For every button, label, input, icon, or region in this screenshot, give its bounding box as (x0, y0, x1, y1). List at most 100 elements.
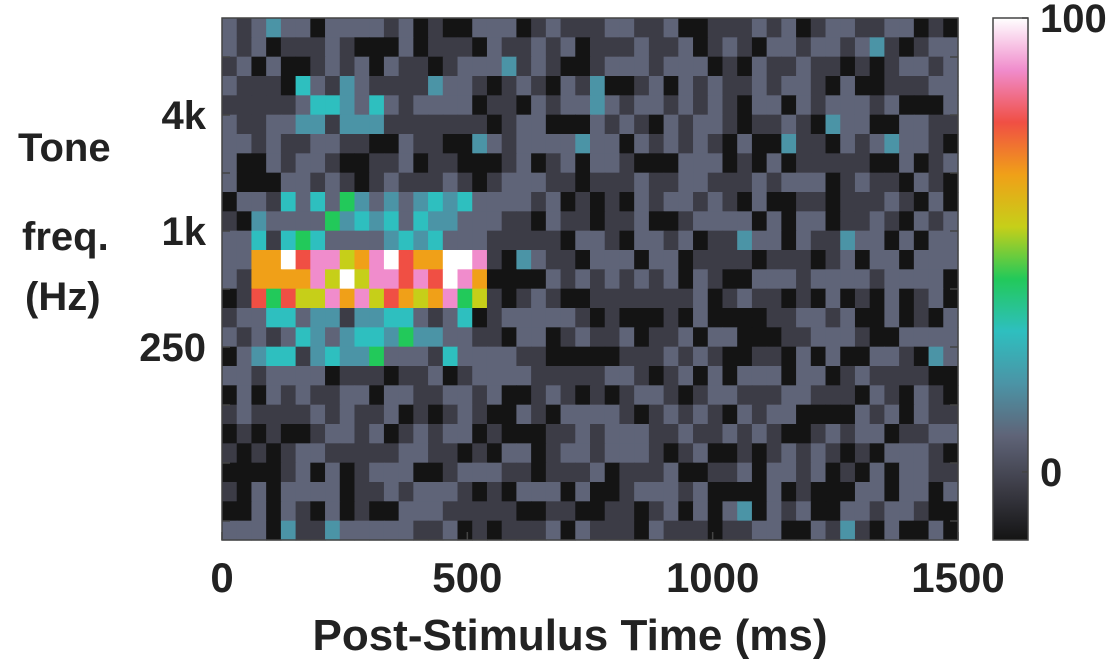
heatmap-cell (501, 76, 517, 96)
heatmap-cell (913, 385, 930, 406)
heatmap-cell (486, 366, 503, 386)
heatmap-cell (781, 172, 797, 193)
heatmap-cell (545, 211, 562, 232)
heatmap-cell (810, 172, 827, 193)
heatmap-cell (428, 366, 444, 386)
heatmap-cell (369, 404, 385, 425)
heatmap-cell (899, 288, 915, 309)
heatmap-cell (796, 153, 812, 174)
heatmap-cell (825, 288, 841, 309)
heatmap-cell (751, 192, 768, 212)
heatmap-cell (648, 462, 665, 483)
heatmap-cell (428, 114, 444, 135)
heatmap-cell (928, 269, 944, 290)
heatmap-cell (560, 404, 576, 425)
heatmap-cell (810, 327, 827, 348)
heatmap-cell (339, 76, 356, 96)
heatmap-cell (840, 288, 856, 309)
heatmap-cell (280, 327, 297, 348)
heatmap-cell (413, 385, 429, 406)
y-tick-label: 1k (162, 210, 207, 254)
heatmap-cell (501, 153, 517, 174)
heatmap-cell (266, 95, 282, 116)
heatmap-cell (796, 134, 812, 154)
heatmap-cell (413, 37, 429, 58)
heatmap-cell (354, 366, 370, 386)
heatmap-cell (222, 366, 238, 386)
heatmap-cell (707, 501, 724, 522)
heatmap-cell (722, 192, 738, 212)
heatmap-cell (383, 76, 400, 96)
heatmap-cell (648, 192, 665, 212)
heatmap-cell (560, 56, 576, 77)
heatmap-cell (943, 366, 959, 386)
heatmap-cell (590, 269, 606, 290)
heatmap-cell (457, 37, 473, 58)
heatmap-cell (884, 482, 900, 502)
heatmap-cell (928, 404, 944, 425)
heatmap-cell (751, 520, 768, 541)
heatmap-cell (383, 250, 400, 270)
heatmap-cell (928, 424, 944, 444)
heatmap-cell (354, 482, 370, 502)
heatmap-cell (354, 424, 370, 444)
heatmap-cell (251, 327, 267, 348)
heatmap-cell (383, 134, 400, 154)
heatmap-cell (339, 308, 356, 328)
heatmap-cell (604, 346, 621, 367)
heatmap-cell (310, 76, 326, 96)
heatmap-cell (796, 250, 812, 270)
heatmap-cell (428, 76, 444, 96)
heatmap-cell (251, 18, 267, 38)
heatmap-cell (737, 443, 753, 464)
heatmap-cell (781, 230, 797, 251)
heatmap-cell (884, 327, 900, 348)
heatmap-cell (531, 366, 547, 386)
heatmap-cell (266, 366, 282, 386)
heatmap-cell (413, 269, 429, 290)
heatmap-cell (884, 269, 900, 290)
heatmap-cell (354, 230, 370, 251)
heatmap-cell (236, 520, 253, 541)
heatmap-cell (590, 211, 606, 232)
heatmap-cell (575, 18, 591, 38)
heatmap-cell (560, 443, 576, 464)
heatmap-cell (604, 95, 621, 116)
heatmap-cell (619, 192, 635, 212)
heatmap-cell (869, 95, 885, 116)
heatmap-cell (854, 56, 871, 77)
heatmap-cell (869, 18, 885, 38)
heatmap-cell (457, 211, 473, 232)
heatmap-cell (516, 385, 532, 406)
heatmap-cell (943, 134, 959, 154)
heatmap-cell (796, 172, 812, 193)
heatmap-cell (383, 172, 400, 193)
heatmap-cell (516, 172, 532, 193)
heatmap-cell (222, 501, 238, 522)
heatmap-cell (222, 482, 238, 502)
heatmap-cell (604, 462, 621, 483)
heatmap-cell (545, 385, 562, 406)
heatmap-cell (236, 95, 253, 116)
heatmap-cell (648, 308, 665, 328)
heatmap-cell (648, 230, 665, 251)
heatmap-cell (884, 230, 900, 251)
heatmap-cell (486, 192, 503, 212)
heatmap-cell (781, 404, 797, 425)
heatmap-cell (339, 520, 356, 541)
heatmap-cell (236, 269, 253, 290)
heatmap-cell (737, 192, 753, 212)
heatmap-cell (707, 404, 724, 425)
heatmap-cell (310, 308, 326, 328)
heatmap-cell (884, 56, 900, 77)
heatmap-cell (339, 462, 356, 483)
heatmap-cell (398, 134, 414, 154)
heatmap-cell (266, 482, 282, 502)
heatmap-cell (236, 404, 253, 425)
heatmap-cell (766, 37, 782, 58)
heatmap-cell (840, 192, 856, 212)
heatmap-cell (354, 327, 370, 348)
heatmap-cell (619, 462, 635, 483)
heatmap-cell (295, 288, 311, 309)
